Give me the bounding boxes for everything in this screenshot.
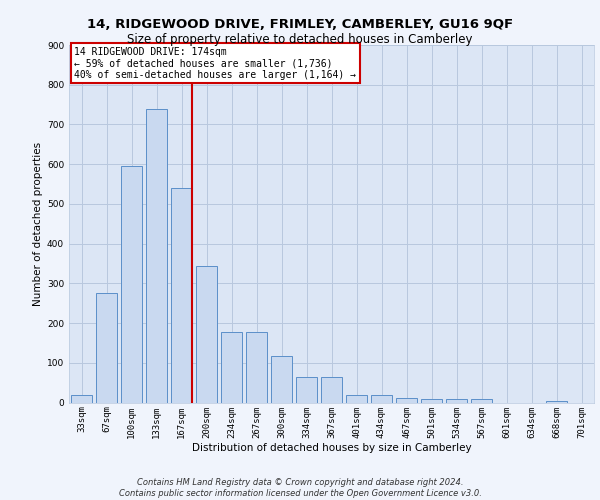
Text: 14 RIDGEWOOD DRIVE: 174sqm
← 59% of detached houses are smaller (1,736)
40% of s: 14 RIDGEWOOD DRIVE: 174sqm ← 59% of deta…: [74, 47, 356, 80]
Bar: [121, 166, 142, 402]
Bar: [446, 400, 467, 402]
Bar: [396, 398, 417, 402]
Bar: [221, 332, 242, 402]
Text: 14, RIDGEWOOD DRIVE, FRIMLEY, CAMBERLEY, GU16 9QF: 14, RIDGEWOOD DRIVE, FRIMLEY, CAMBERLEY,…: [87, 18, 513, 30]
Bar: [321, 376, 342, 402]
Bar: [421, 400, 442, 402]
X-axis label: Distribution of detached houses by size in Camberley: Distribution of detached houses by size …: [191, 443, 472, 453]
Bar: [346, 394, 367, 402]
Bar: [96, 294, 117, 403]
Bar: [246, 332, 267, 402]
Text: Size of property relative to detached houses in Camberley: Size of property relative to detached ho…: [127, 32, 473, 46]
Text: Contains HM Land Registry data © Crown copyright and database right 2024.
Contai: Contains HM Land Registry data © Crown c…: [119, 478, 481, 498]
Bar: [71, 394, 92, 402]
Y-axis label: Number of detached properties: Number of detached properties: [33, 142, 43, 306]
Bar: [271, 356, 292, 403]
Bar: [371, 394, 392, 402]
Bar: [171, 188, 192, 402]
Bar: [146, 108, 167, 403]
Bar: [296, 376, 317, 402]
Bar: [546, 400, 567, 402]
Bar: [196, 266, 217, 402]
Bar: [471, 400, 492, 402]
